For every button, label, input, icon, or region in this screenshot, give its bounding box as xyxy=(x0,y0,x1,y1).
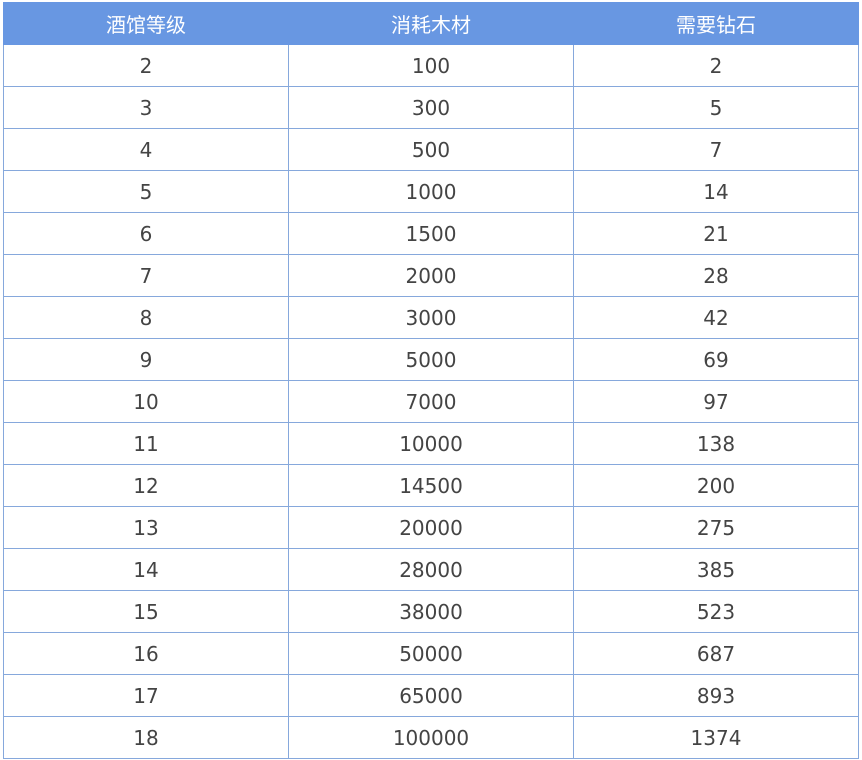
header-row: 酒馆等级 消耗木材 需要钻石 xyxy=(3,2,859,45)
table-cell: 7000 xyxy=(288,380,574,423)
header-cell: 消耗木材 xyxy=(288,2,574,45)
table-cell: 38000 xyxy=(288,590,574,633)
table-cell: 42 xyxy=(573,296,859,339)
table-cell: 69 xyxy=(573,338,859,381)
table-row: 10 7000 97 xyxy=(3,380,859,423)
table-cell: 15 xyxy=(3,590,289,633)
table-row: 3 300 5 xyxy=(3,86,859,129)
table-cell: 50000 xyxy=(288,632,574,675)
table-cell: 300 xyxy=(288,86,574,129)
table-cell: 100 xyxy=(288,44,574,87)
table-cell: 5 xyxy=(573,86,859,129)
table-cell: 1500 xyxy=(288,212,574,255)
table-header: 酒馆等级 消耗木材 需要钻石 xyxy=(3,2,859,45)
table-row: 8 3000 42 xyxy=(3,296,859,339)
table-cell: 7 xyxy=(3,254,289,297)
table-row: 6 1500 21 xyxy=(3,212,859,255)
table-cell: 138 xyxy=(573,422,859,465)
table-row: 4 500 7 xyxy=(3,128,859,171)
table-cell: 17 xyxy=(3,674,289,717)
table-cell: 10000 xyxy=(288,422,574,465)
table-cell: 1000 xyxy=(288,170,574,213)
table-row: 7 2000 28 xyxy=(3,254,859,297)
table-row: 9 5000 69 xyxy=(3,338,859,381)
table-cell: 21 xyxy=(573,212,859,255)
table-cell: 65000 xyxy=(288,674,574,717)
table-cell: 500 xyxy=(288,128,574,171)
table-cell: 18 xyxy=(3,716,289,759)
data-table: 酒馆等级 消耗木材 需要钻石 2 100 2 3 300 5 4 500 7 5 1000 14 6 1500… xyxy=(3,2,859,759)
table-cell: 2000 xyxy=(288,254,574,297)
table-cell: 14500 xyxy=(288,464,574,507)
table-row: 16 50000 687 xyxy=(3,632,859,675)
table-cell: 4 xyxy=(3,128,289,171)
table-row: 12 14500 200 xyxy=(3,464,859,507)
table-cell: 100000 xyxy=(288,716,574,759)
table-cell: 14 xyxy=(573,170,859,213)
table-cell: 14 xyxy=(3,548,289,591)
table-cell: 687 xyxy=(573,632,859,675)
table-row: 11 10000 138 xyxy=(3,422,859,465)
table-cell: 16 xyxy=(3,632,289,675)
table-row: 17 65000 893 xyxy=(3,674,859,717)
table-cell: 28 xyxy=(573,254,859,297)
table-cell: 97 xyxy=(573,380,859,423)
header-cell: 酒馆等级 xyxy=(3,2,289,45)
table-cell: 200 xyxy=(573,464,859,507)
table-cell: 893 xyxy=(573,674,859,717)
table-cell: 7 xyxy=(573,128,859,171)
table-cell: 13 xyxy=(3,506,289,549)
table-row: 2 100 2 xyxy=(3,44,859,87)
table-cell: 275 xyxy=(573,506,859,549)
table-cell: 523 xyxy=(573,590,859,633)
table-row: 15 38000 523 xyxy=(3,590,859,633)
table-row: 14 28000 385 xyxy=(3,548,859,591)
table-cell: 2 xyxy=(3,44,289,87)
table-cell: 20000 xyxy=(288,506,574,549)
table-cell: 1374 xyxy=(573,716,859,759)
table-cell: 5 xyxy=(3,170,289,213)
table-cell: 8 xyxy=(3,296,289,339)
table-cell: 11 xyxy=(3,422,289,465)
table-cell: 385 xyxy=(573,548,859,591)
table-row: 13 20000 275 xyxy=(3,506,859,549)
table-cell: 12 xyxy=(3,464,289,507)
table-cell: 3 xyxy=(3,86,289,129)
table-cell: 28000 xyxy=(288,548,574,591)
table-row: 5 1000 14 xyxy=(3,170,859,213)
header-cell: 需要钻石 xyxy=(573,2,859,45)
table-body: 2 100 2 3 300 5 4 500 7 5 1000 14 6 1500 21 7 2000 28 8 300… xyxy=(3,44,859,759)
table-cell: 5000 xyxy=(288,338,574,381)
table-cell: 3000 xyxy=(288,296,574,339)
table-cell: 6 xyxy=(3,212,289,255)
table-cell: 2 xyxy=(573,44,859,87)
table-cell: 9 xyxy=(3,338,289,381)
table-row: 18 100000 1374 xyxy=(3,716,859,759)
table-cell: 10 xyxy=(3,380,289,423)
